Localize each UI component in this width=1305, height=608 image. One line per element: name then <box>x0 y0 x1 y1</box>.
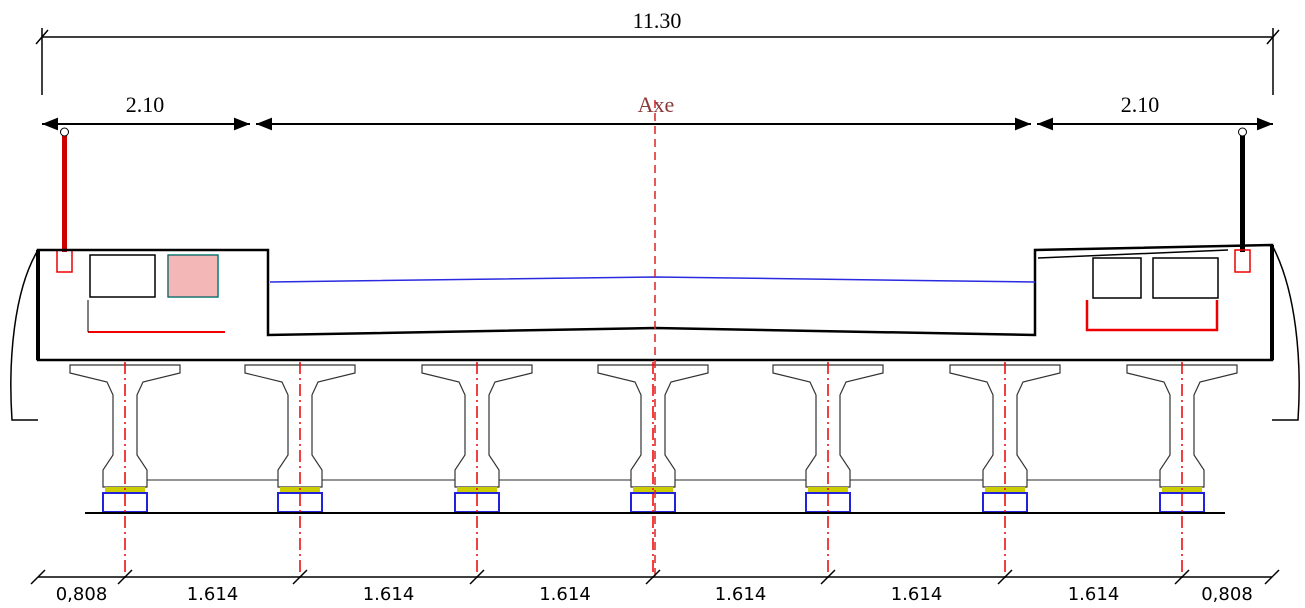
spacing-label: 0,808 <box>1201 584 1253 605</box>
spacing-label: 1.614 <box>187 584 239 605</box>
right-cantilever-width: 2.10 <box>1121 92 1160 117</box>
parapets <box>56 127 1251 273</box>
girder <box>597 364 709 488</box>
girder <box>1126 364 1238 488</box>
girder <box>421 364 533 488</box>
girder <box>69 364 181 488</box>
dimension-tick <box>1264 569 1280 585</box>
spacing-label: 1.614 <box>1068 584 1120 605</box>
dimension-tick <box>30 569 46 585</box>
overall-dimension <box>35 28 1280 95</box>
spacing-label: 1.614 <box>715 584 767 605</box>
dimension-tick <box>820 569 836 585</box>
overall-width: 11.30 <box>633 8 682 33</box>
dimension-tick <box>292 569 308 585</box>
spacing-label: 1.614 <box>363 584 415 605</box>
spacing-label: 1.614 <box>891 584 943 605</box>
girder <box>244 364 356 488</box>
dimension-tick <box>469 569 485 585</box>
ducts <box>87 254 1219 333</box>
dimension-tick <box>997 569 1013 585</box>
spacing-dimension: 0,808 1.614 1.614 1.614 1.614 1.614 1.614 0,808 <box>30 569 1280 605</box>
spacing-label: 0,808 <box>56 584 108 605</box>
girder <box>772 364 884 488</box>
spacing-label: 1.614 <box>539 584 591 605</box>
left-cantilever-width: 2.10 <box>126 92 165 117</box>
dimension-tick <box>1174 569 1190 585</box>
girder <box>949 364 1061 488</box>
dimension-tick <box>117 569 133 585</box>
girders <box>69 362 1238 578</box>
axis-label: Axe <box>638 92 675 117</box>
dimension-tick <box>645 569 661 585</box>
